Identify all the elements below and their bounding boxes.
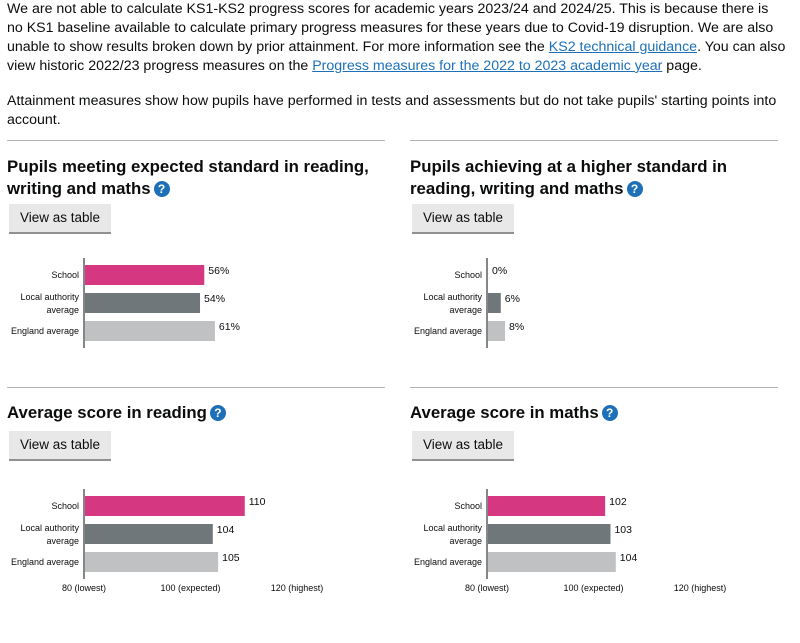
chart-category-label: Local authority (20, 523, 79, 533)
card-title-text: Average score in reading (7, 403, 207, 422)
chart-bar (488, 524, 611, 544)
chart-category-label: average (46, 536, 79, 546)
intro-text-part: page. (662, 58, 702, 74)
intro-text: We are not able to calculate KS1-KS2 pro… (7, 0, 787, 130)
ks2-technical-guidance-link[interactable]: KS2 technical guidance (548, 39, 698, 55)
chart-value-label: 8% (509, 321, 524, 333)
chart-category-label: School (51, 270, 79, 280)
intro-text-part: We are not able to calculate KS1-KS2 pro… (7, 1, 774, 55)
chart-bar (488, 496, 606, 516)
chart-category-label: England average (414, 557, 482, 567)
intro-paragraph-attainment: Attainment measures show how pupils have… (7, 93, 777, 128)
card-expected-standard: Pupils meeting expected standard in read… (7, 140, 385, 380)
chart-bar (85, 552, 219, 572)
view-as-table-button[interactable]: View as table (412, 431, 515, 459)
card-title: Average score in reading? (7, 402, 385, 424)
chart-tick-label: 100 (expected) (160, 583, 220, 593)
chart-value-label: 110 (249, 496, 266, 508)
intro-text-part: . You can also view historic 2022/23 pro… (7, 39, 786, 74)
help-icon[interactable]: ? (153, 181, 170, 197)
section-divider (7, 387, 385, 388)
chart-bar (488, 552, 616, 572)
card-average-maths: Average score in maths? View as table 10… (410, 387, 778, 643)
view-as-table-button[interactable]: View as table (9, 204, 112, 232)
chart-bar (85, 321, 215, 341)
chart-category-label: England average (414, 326, 482, 336)
chart-tick-label: 120 (highest) (674, 583, 727, 593)
chart-category-label: School (51, 501, 79, 511)
chart-category-label: average (449, 536, 482, 546)
chart-value-label: 104 (217, 524, 235, 536)
progress-measures-link[interactable]: Progress measures for the 2022 to 2023 a… (312, 58, 663, 74)
card-title: Pupils achieving at a higher standard in… (410, 156, 770, 200)
chart-bar (85, 524, 213, 544)
chart-category-label: England average (11, 326, 79, 336)
chart-value-label: 0% (492, 265, 507, 277)
chart-category-label: England average (11, 557, 79, 567)
chart-bar (85, 496, 245, 516)
intro-paragraph-progress: We are not able to calculate KS1-KS2 pro… (7, 0, 787, 76)
chart-category-label: Local authority (423, 523, 482, 533)
card-title-text: Pupils meeting expected standard in read… (7, 157, 369, 198)
help-icon[interactable]: ? (209, 405, 226, 421)
chart-tick-label: 120 (highest) (271, 583, 324, 593)
chart-bar (85, 265, 205, 285)
chart-value-label: 6% (505, 293, 520, 305)
chart-value-label: 56% (208, 265, 229, 277)
card-title: Average score in maths? (410, 402, 770, 424)
bar-chart: 110 School 104 Local authority average 105 Eng… (7, 485, 387, 600)
view-as-table-button[interactable]: View as table (412, 204, 515, 232)
chart-tick-label: 80 (lowest) (62, 583, 106, 593)
card-title: Pupils meeting expected standard in read… (7, 156, 385, 200)
chart-category-label: School (454, 270, 482, 280)
chart-value-label: 103 (614, 524, 632, 536)
bar-chart: 102 School 103 Local authority average 104 Eng… (410, 485, 780, 600)
chart-category-label: average (46, 305, 79, 315)
chart-value-label: 61% (219, 321, 240, 333)
section-divider (410, 140, 778, 141)
chart-category-label: School (454, 501, 482, 511)
card-title-text: Average score in maths (410, 403, 599, 422)
card-average-reading: Average score in reading? View as table … (7, 387, 385, 643)
view-as-table-button[interactable]: View as table (9, 431, 112, 459)
card-title-text: Pupils achieving at a higher standard in… (410, 157, 728, 198)
chart-category-label: Local authority (423, 292, 482, 302)
chart-value-label: 104 (620, 552, 638, 564)
chart-tick-label: 80 (lowest) (465, 583, 509, 593)
section-divider (7, 140, 385, 141)
help-icon[interactable]: ? (601, 405, 618, 421)
chart-category-label: average (449, 305, 482, 315)
chart-value-label: 102 (609, 496, 627, 508)
chart-bar (488, 293, 501, 313)
chart-bar (488, 321, 506, 341)
card-higher-standard: Pupils achieving at a higher standard in… (410, 140, 778, 380)
chart-value-label: 54% (204, 293, 225, 305)
help-icon[interactable]: ? (626, 181, 643, 197)
bar-chart: 0% School 6% Local authority average 8% Englan… (410, 254, 780, 354)
chart-value-label: 105 (222, 552, 240, 564)
chart-category-label: Local authority (20, 292, 79, 302)
chart-bar (85, 293, 201, 313)
section-divider (410, 387, 778, 388)
bar-chart: 56% School 54% Local authority average 61% Eng… (7, 254, 387, 354)
chart-tick-label: 100 (expected) (563, 583, 623, 593)
